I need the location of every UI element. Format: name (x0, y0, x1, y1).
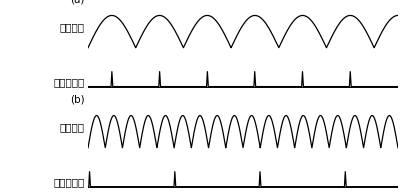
Text: インパルス: インパルス (54, 77, 85, 87)
Text: (b): (b) (70, 95, 85, 105)
Text: 羽ばたき: 羽ばたき (60, 23, 85, 33)
Text: インパルス: インパルス (54, 177, 85, 187)
Text: (a): (a) (70, 0, 85, 5)
Text: 羽ばたき: 羽ばたき (60, 123, 85, 133)
